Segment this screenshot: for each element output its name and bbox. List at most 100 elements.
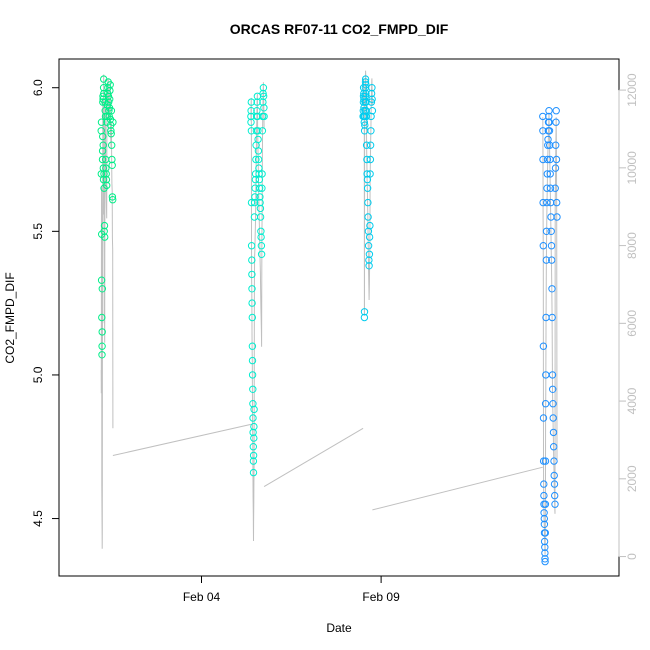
data-point-rf07: [107, 107, 116, 115]
secondary-y-tick-label: 6000: [625, 310, 639, 337]
data-points: [97, 75, 561, 566]
data-point-rf10: [547, 227, 555, 236]
x-tick-label: Feb 09: [362, 590, 400, 604]
data-point-rf10: [551, 491, 559, 500]
data-point-rf07: [100, 221, 109, 230]
data-point-rf08: [251, 175, 260, 184]
data-point-rf10: [552, 107, 560, 115]
data-point-rf07: [98, 313, 106, 322]
data-point-rf10: [543, 198, 551, 207]
chart-title: ORCAS RF07-11 CO2_FMPD_DIF: [230, 21, 449, 37]
data-point-rf09: [365, 250, 374, 259]
data-point-rf08: [249, 400, 257, 408]
data-point-rf09: [360, 313, 369, 322]
data-point-rf07: [101, 233, 109, 241]
data-point-rf08: [258, 170, 266, 178]
data-point-rf07: [106, 86, 114, 95]
data-point-rf08: [247, 198, 256, 207]
data-point-rf08: [259, 84, 268, 92]
data-point-rf08: [247, 107, 255, 115]
data-point-rf10: [541, 457, 550, 465]
data-point-rf09: [363, 155, 371, 164]
data-point-rf08: [257, 233, 265, 241]
data-point-rf08: [260, 104, 268, 112]
data-point-rf10: [551, 500, 559, 508]
data-point-rf08: [249, 428, 257, 437]
data-point-rf08: [247, 242, 256, 250]
data-point-rf10: [547, 242, 556, 250]
secondary-y-tick-label: 0: [625, 553, 639, 560]
data-point-rf08: [254, 127, 262, 135]
data-point-rf10: [543, 170, 551, 178]
data-point-rf09: [367, 98, 376, 106]
data-point-rf10: [553, 213, 561, 221]
data-point-rf07: [107, 130, 115, 138]
data-point-rf08: [254, 155, 263, 164]
secondary-y-axis: 0 2000 4000 6000 8000 10000 12000: [618, 73, 639, 560]
data-point-rf07: [99, 141, 107, 149]
data-point-rf07: [108, 141, 116, 149]
y-axis-label: CO2_FMPD_DIF: [3, 272, 17, 363]
data-point-rf09: [366, 170, 374, 178]
data-point-rf08: [259, 98, 267, 106]
data-point-rf10: [545, 127, 554, 135]
data-point-rf08: [250, 213, 259, 221]
secondary-transit-line: [263, 427, 364, 488]
data-point-rf10: [539, 242, 547, 250]
secondary-series: [100, 70, 558, 555]
y-axis: 4.5 5.0 5.5 6.0: [31, 79, 60, 527]
data-point-rf10: [540, 509, 548, 517]
data-point-rf07: [98, 342, 106, 350]
data-point-rf07: [106, 81, 114, 89]
data-point-rf10: [541, 557, 549, 566]
data-point-rf08: [248, 342, 257, 350]
data-point-rf09: [362, 89, 370, 98]
y-tick-label: 5.0: [31, 366, 45, 383]
data-point-rf10: [544, 141, 552, 149]
data-point-rf07: [108, 161, 116, 170]
data-point-rf09: [368, 95, 376, 103]
data-point-rf08: [247, 118, 255, 126]
data-point-rf08: [257, 250, 266, 259]
x-axis: Feb 04 Feb 09: [183, 576, 400, 604]
data-point-rf09: [368, 84, 376, 92]
data-point-rf08: [256, 213, 265, 221]
data-point-rf08: [254, 135, 262, 144]
data-point-rf10: [548, 371, 557, 379]
data-point-rf07: [108, 155, 116, 164]
data-point-rf07: [102, 175, 111, 184]
data-point-rf07: [97, 118, 106, 126]
data-point-rf09: [367, 127, 375, 135]
data-point-rf08: [248, 313, 257, 322]
data-point-rf08: [259, 92, 268, 101]
data-point-rf07: [98, 351, 106, 359]
data-point-rf10: [551, 184, 559, 192]
x-axis-label: Date: [326, 621, 352, 635]
data-point-rf10: [545, 112, 553, 121]
data-point-rf10: [543, 184, 551, 192]
secondary-transit-line: [112, 423, 252, 456]
data-point-rf09: [365, 233, 374, 241]
secondary-y-tick-label: 12000: [625, 73, 639, 107]
data-point-rf07: [98, 285, 107, 293]
data-point-rf07: [102, 170, 110, 178]
data-point-rf08: [255, 184, 264, 192]
secondary-y-tick-label: 4000: [625, 387, 639, 414]
data-point-rf10: [546, 184, 555, 192]
data-point-rf10: [540, 514, 548, 523]
secondary-trace-rf07: [100, 74, 114, 549]
data-point-rf10: [550, 457, 558, 465]
data-point-rf07: [97, 276, 106, 284]
data-point-rf08: [258, 127, 267, 135]
data-point-rf10: [541, 555, 549, 563]
data-point-rf09: [366, 221, 374, 230]
data-point-rf07: [100, 227, 108, 236]
data-point-rf08: [254, 147, 263, 155]
data-point-rf08: [253, 98, 261, 106]
data-point-rf10: [542, 256, 550, 264]
y-tick-label: 6.0: [31, 79, 45, 96]
data-point-rf08: [249, 451, 258, 460]
data-point-rf10: [548, 256, 556, 264]
data-point-rf10: [539, 414, 548, 422]
